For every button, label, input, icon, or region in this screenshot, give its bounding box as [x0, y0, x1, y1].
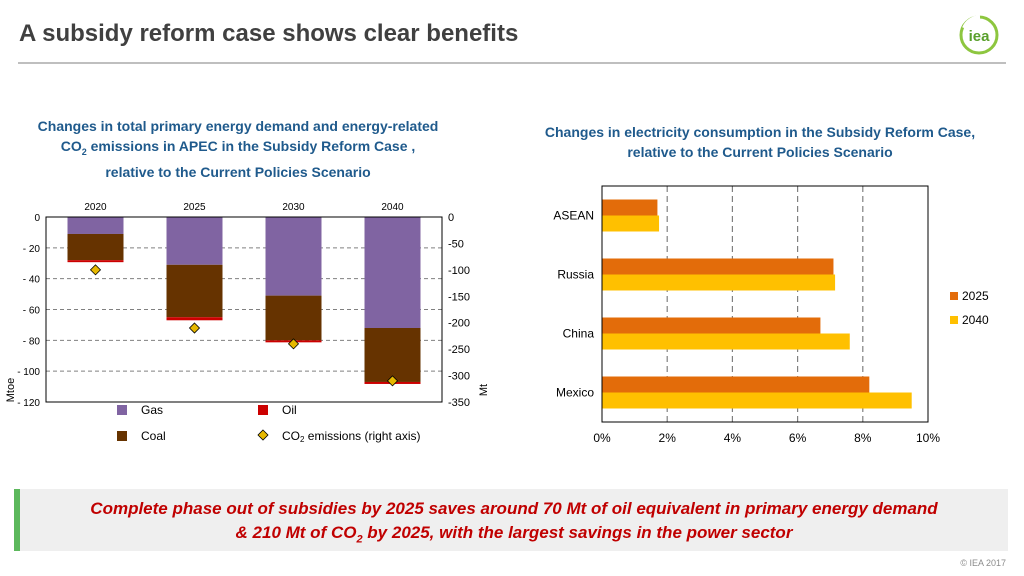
category-label: 2020 [84, 202, 107, 213]
x-tick-label: 6% [789, 431, 807, 445]
bar-gas [364, 217, 421, 328]
plot-frame [601, 185, 929, 423]
legend-oil-swatch [258, 405, 268, 415]
bar-2025 [602, 199, 658, 216]
legend-2025-label: 2025 [962, 289, 989, 303]
plot-frame [45, 216, 443, 403]
co2-marker [287, 338, 300, 350]
banner-line2-pre: & 210 Mt of CO [235, 523, 357, 542]
legend-oil-label: Oil [282, 403, 297, 417]
x-tick-label: 2% [659, 431, 677, 445]
legend-co2-label-pre: CO [282, 429, 300, 443]
category-label: Mexico [556, 386, 594, 400]
legend-co2-label-sub: 2 [300, 435, 305, 444]
x-tick-label: 4% [724, 431, 742, 445]
y2-tick-label: -100 [448, 265, 470, 277]
copyright: © IEA 2017 [960, 558, 1006, 568]
right-title-line2: relative to the Current Policies Scenari… [627, 144, 893, 160]
y2-tick-label: -350 [448, 397, 470, 409]
bar-gas [265, 217, 322, 296]
bar-coal [67, 233, 124, 261]
bar-coal [265, 295, 322, 341]
logo-text: iea [969, 28, 991, 45]
legend-2040-label: 2040 [962, 313, 989, 327]
y-tick-label: - 40 [23, 275, 41, 286]
left-title-line3: relative to the Current Policies Scenari… [105, 163, 371, 180]
legend-co2-label: CO2 emissions (right axis) [282, 429, 420, 444]
y-tick-label: 0 [34, 213, 40, 224]
bar-gas [166, 217, 223, 265]
bar-oil [67, 260, 124, 263]
banner-line1: Complete phase out of subsidies by 2025 … [90, 499, 938, 518]
co2-marker [89, 264, 102, 276]
left-title-line2-pre: CO [60, 138, 82, 154]
bar-gas [67, 217, 124, 234]
x-tick-label: 8% [854, 431, 872, 445]
category-label: 2025 [183, 202, 206, 213]
legend-gas-swatch [117, 405, 127, 415]
y2-tick-label: -50 [448, 238, 464, 250]
category-label: 2030 [282, 202, 305, 213]
bar-2040 [602, 392, 912, 409]
legend-gas-label: Gas [141, 403, 163, 417]
page-title: A subsidy reform case shows clear benefi… [19, 20, 519, 47]
y-tick-label: - 100 [17, 367, 40, 378]
right-chart-title: Changes in electricity consumption in th… [520, 122, 1000, 162]
co2-marker [188, 322, 201, 334]
banner-line2: & 210 Mt of CO2 by 2025, with the larges… [20, 521, 1008, 551]
legend-co2-swatch [257, 429, 269, 441]
bar-coal [364, 328, 421, 382]
legend-coal-label: Coal [141, 429, 166, 443]
title-divider [18, 62, 1006, 64]
energy-demand-chart: 0 - 20 - 40 - 60 - 80 - 100 - 120 0 -50 -100 -150 -… [5, 202, 490, 444]
y-axis-label: Mtoe [5, 378, 17, 402]
y2-tick-label: -200 [448, 318, 470, 330]
left-title-line2: CO2 emissions in APEC in the Subsidy Ref… [18, 136, 458, 162]
legend-2025-swatch [950, 292, 958, 300]
x-tick-label: 0% [593, 431, 611, 445]
bar-2040 [602, 274, 836, 291]
category-label: China [563, 327, 595, 341]
legend-coal-swatch [117, 431, 127, 441]
electricity-consumption-chart: 0% 2% 4% 6% 8% 10% ASEAN Russia China Mexico 2025 2… [553, 185, 989, 445]
co2-marker [386, 375, 399, 387]
category-label: 2040 [381, 202, 404, 213]
legend-co2-label-post: emissions (right axis) [304, 429, 420, 443]
summary-banner: Complete phase out of subsidies by 2025 … [14, 489, 1008, 551]
bar-2040 [602, 215, 660, 232]
bar-2025 [602, 376, 870, 393]
x-tick-label: 10% [916, 431, 940, 445]
legend-2040-swatch [950, 316, 958, 324]
category-label: Russia [557, 268, 594, 282]
banner-text: Complete phase out of subsidies by 2025 … [20, 497, 1008, 551]
bar-coal [166, 264, 223, 318]
bar-oil [166, 317, 223, 321]
y2-axis-label: Mt [478, 384, 490, 396]
banner-line2-post: by 2025, with the largest savings in the… [362, 523, 793, 542]
bar-2040 [602, 333, 850, 350]
bar-2025 [602, 317, 821, 334]
y2-tick-label: -150 [448, 291, 470, 303]
y-tick-label: - 120 [17, 398, 40, 409]
y2-tick-label: -250 [448, 344, 470, 356]
left-title-line2-post: emissions in APEC in the Subsidy Reform … [86, 138, 416, 154]
left-chart-title: Changes in total primary energy demand a… [18, 116, 458, 182]
y-tick-label: - 80 [23, 336, 41, 347]
y-tick-label: - 60 [23, 306, 41, 317]
banner-accent-bar [14, 489, 20, 551]
y-tick-label: - 20 [23, 244, 41, 255]
right-title-line1: Changes in electricity consumption in th… [544, 124, 976, 140]
bar-2025 [602, 258, 834, 275]
y2-tick-label: 0 [448, 212, 454, 224]
left-title-line1: Changes in total primary energy demand a… [37, 118, 439, 134]
banner-line2-sub: 2 [356, 533, 363, 546]
y2-tick-label: -300 [448, 371, 470, 383]
left-title-line2-sub: 2 [81, 146, 87, 157]
category-label: ASEAN [553, 209, 594, 223]
iea-logo: iea [959, 15, 999, 55]
